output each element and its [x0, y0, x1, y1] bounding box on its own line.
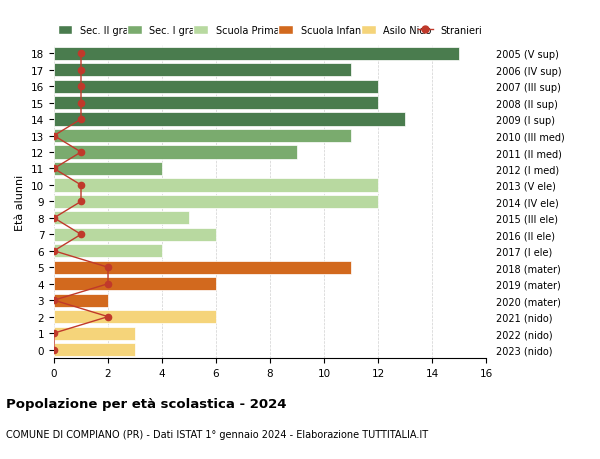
Y-axis label: Età alunni: Età alunni — [16, 174, 25, 230]
Bar — [54, 228, 216, 241]
Bar — [54, 179, 378, 192]
Bar — [54, 310, 216, 324]
Text: COMUNE DI COMPIANO (PR) - Dati ISTAT 1° gennaio 2024 - Elaborazione TUTTITALIA.I: COMUNE DI COMPIANO (PR) - Dati ISTAT 1° … — [6, 429, 428, 439]
Text: Popolazione per età scolastica - 2024: Popolazione per età scolastica - 2024 — [6, 397, 287, 410]
Legend: Sec. II grado, Sec. I grado, Scuola Primaria, Scuola Infanzia, Asilo Nido, Stran: Sec. II grado, Sec. I grado, Scuola Prim… — [54, 22, 486, 39]
Bar — [54, 146, 297, 159]
Bar — [54, 261, 351, 274]
Bar — [54, 343, 135, 356]
Bar — [54, 80, 378, 94]
Bar — [54, 48, 459, 61]
Bar — [54, 212, 189, 225]
Bar — [54, 245, 162, 258]
Bar — [54, 294, 108, 307]
Bar — [54, 97, 378, 110]
Bar — [54, 162, 162, 176]
Bar — [54, 327, 135, 340]
Bar — [54, 64, 351, 77]
Bar — [54, 278, 216, 291]
Bar — [54, 196, 378, 208]
Bar — [54, 113, 405, 126]
Bar — [54, 130, 351, 143]
